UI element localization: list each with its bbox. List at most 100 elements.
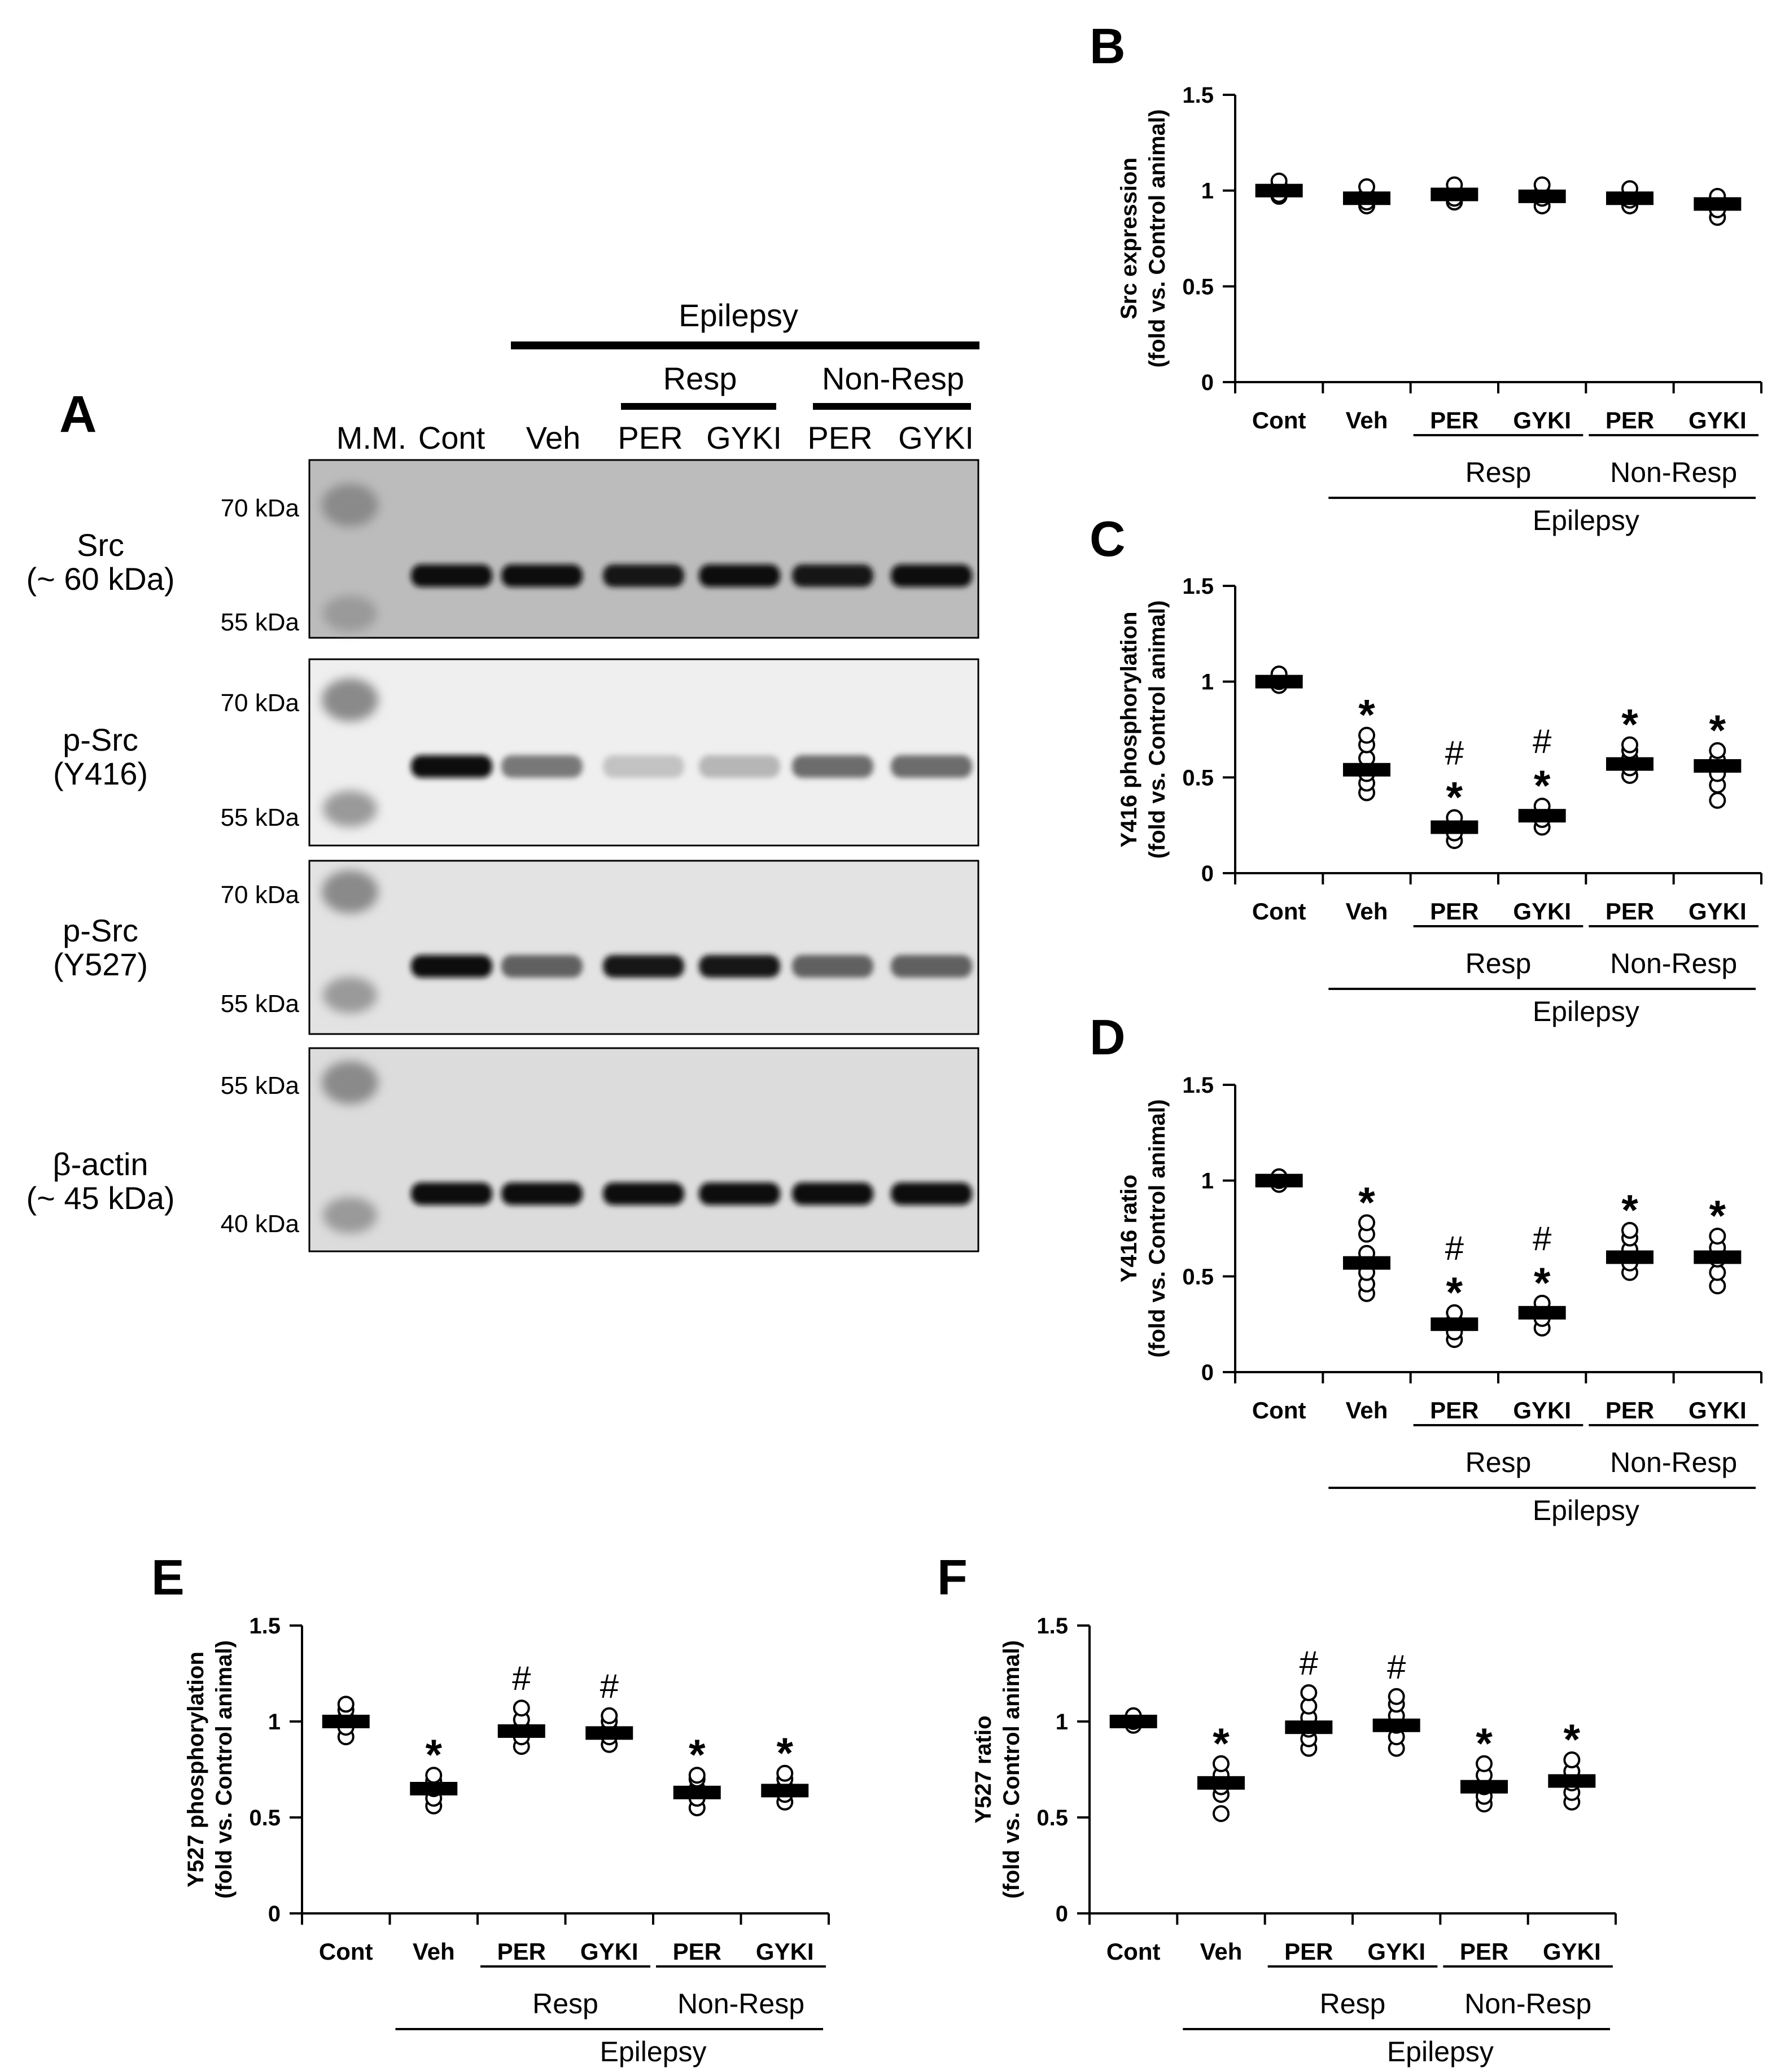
x-tick-label: Cont [319,1938,373,1965]
blot-protein-label: Src [77,527,124,563]
mean-bar [410,1782,458,1795]
significance-star: * [1446,1269,1463,1317]
y-tick-label: 0.5 [1036,1806,1068,1830]
group-label-resp: Resp [1320,1988,1386,2020]
mean-bar [1518,1306,1566,1320]
panel-letter: C [1090,511,1126,567]
header-epilepsy: Epilepsy [679,297,798,333]
marker-band [323,791,377,827]
x-tick-label: Veh [413,1938,455,1965]
y-axis-label-units: (fold vs. Control animal) [1145,109,1170,368]
y-tick-label: 0 [1201,370,1214,395]
x-tick-label: Cont [1106,1938,1161,1965]
mean-bar [1255,183,1303,198]
x-tick-label: GYKI [1513,898,1571,925]
group-label-nonresp: Non-Resp [1464,1988,1591,2020]
significance-star: * [1621,701,1638,749]
data-point [1388,1688,1405,1705]
significance-star: * [1621,1186,1638,1234]
significance-star: * [1476,1720,1493,1768]
marker-band [322,1061,378,1104]
mean-bar [1518,189,1566,203]
mean-bar [322,1715,370,1728]
x-tick-label: PER [1430,898,1478,925]
x-tick-label: PER [1430,407,1478,433]
mean-bar [1694,197,1742,211]
group-label-nonresp: Non-Resp [1610,948,1737,979]
group-label-epilepsy: Epilepsy [1387,2036,1494,2067]
data-point [688,1767,706,1784]
marker-band [322,678,378,721]
x-tick-label: GYKI [756,1938,814,1965]
data-point [1709,742,1726,759]
significance-star: * [689,1731,706,1779]
protein-band [603,564,684,587]
blot-strip [308,1047,979,1252]
lane-label: Cont [418,420,485,455]
y-tick-label: 1.5 [1036,1614,1068,1639]
mean-bar [1255,674,1303,689]
mean-bar [1606,757,1653,771]
data-point [337,1696,355,1713]
mw-marker-label: 70 kDa [221,689,300,717]
group-label-nonresp: Non-Resp [1610,1447,1737,1478]
y-axis-label-units: (fold vs. Control animal) [1145,1099,1170,1358]
x-tick-label: Cont [1252,898,1306,925]
protein-band [891,1182,972,1205]
blot-protein-sublabel: (~ 60 kDa) [27,561,175,597]
group-label-resp: Resp [1466,948,1532,979]
protein-band [699,955,780,978]
mw-marker-label: 55 kDa [221,1072,300,1099]
panel-a: A Epilepsy Resp Non-Resp M.M. Cont Veh PER G… [27,297,979,1252]
mw-marker-label: 40 kDa [221,1210,300,1238]
protein-band [411,955,492,978]
lane-label: M.M. [336,420,406,455]
significance-hash: # [1387,1648,1406,1686]
protein-band [411,564,492,587]
y-tick-label: 0.5 [249,1806,281,1830]
mean-bar [585,1726,633,1740]
significance-star: * [1358,1179,1375,1226]
y-tick-label: 0 [1201,1360,1214,1385]
x-tick-label: Cont [1252,1397,1306,1423]
x-tick-label: PER [1284,1938,1333,1965]
lane-label: Veh [526,420,581,455]
y-axis-label-units: (fold vs. Control animal) [1145,601,1170,859]
scatter-charts: B 0 0.5 1 1.5 Cont Veh PER GYKI PER GYKI Resp Non-Re… [151,18,1762,2067]
y-tick-label: 1 [1201,179,1214,204]
protein-band [792,755,873,778]
significance-star: * [1446,774,1463,822]
x-tick-label: PER [1606,898,1654,925]
significance-hash: # [1445,1229,1464,1267]
protein-band [699,755,780,778]
mean-bar [1372,1718,1420,1732]
mean-bar [1109,1715,1157,1728]
significance-star: * [776,1729,793,1777]
blot-protein-label: p-Src [63,913,138,948]
data-point [1213,1755,1230,1772]
protein-band [792,955,873,978]
y-axis-label: Y527 ratio [971,1715,996,1823]
y-tick-label: 0.5 [1182,274,1214,299]
data-point [1709,792,1726,809]
mean-bar [497,1724,545,1738]
data-point [1358,726,1375,744]
significance-hash: # [1300,1644,1319,1682]
panel-letter: D [1090,1009,1126,1065]
y-axis-label: Y416 ratio [1117,1175,1141,1282]
protein-band [699,564,780,587]
mean-bar [1431,820,1478,834]
y-axis-label-units: (fold vs. Control animal) [999,1640,1024,1899]
mean-bar [1343,763,1390,777]
x-tick-label: GYKI [1543,1938,1601,1965]
chart-B: B 0 0.5 1 1.5 Cont Veh PER GYKI PER GYKI Resp Non-Re… [1090,18,1762,536]
mean-bar [1518,809,1566,823]
lane-label: PER [807,420,872,455]
chart-F: F 0 0.5 1 1.5 Cont Veh PER GYKI PER GYKI Resp Non-Re… [937,1549,1617,2067]
x-tick-label: GYKI [1688,407,1747,433]
chart-E: E 0 0.5 1 1.5 Cont Veh PER GYKI PER GYKI Resp Non-Re… [151,1549,830,2067]
chart-D: D 0 0.5 1 1.5 Cont Veh PER GYKI PER GYKI Resp Non-Re… [1090,1009,1762,1526]
mw-marker-label: 55 kDa [221,804,300,831]
protein-band [501,564,583,587]
